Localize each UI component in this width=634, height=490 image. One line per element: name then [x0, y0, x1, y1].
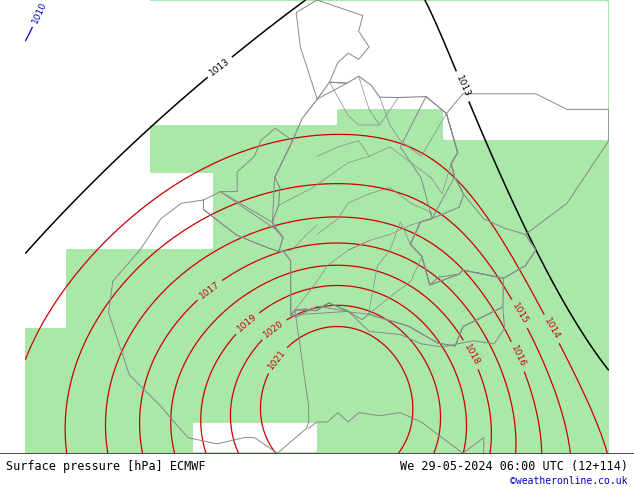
Text: 1013: 1013	[454, 74, 472, 99]
Text: 1020: 1020	[262, 318, 286, 340]
Text: 1013: 1013	[208, 57, 231, 78]
Text: 1019: 1019	[235, 312, 259, 334]
Text: 1015: 1015	[510, 302, 529, 326]
Text: 1018: 1018	[462, 342, 481, 367]
Text: 1014: 1014	[542, 317, 561, 341]
Text: We 29-05-2024 06:00 UTC (12+114): We 29-05-2024 06:00 UTC (12+114)	[399, 460, 628, 473]
Text: Surface pressure [hPa] ECMWF: Surface pressure [hPa] ECMWF	[6, 460, 206, 473]
Text: 1021: 1021	[266, 348, 287, 371]
Text: 1016: 1016	[509, 344, 527, 369]
Text: ©weatheronline.co.uk: ©weatheronline.co.uk	[510, 476, 628, 486]
Text: 1010: 1010	[30, 0, 48, 24]
Text: 1017: 1017	[198, 279, 221, 300]
